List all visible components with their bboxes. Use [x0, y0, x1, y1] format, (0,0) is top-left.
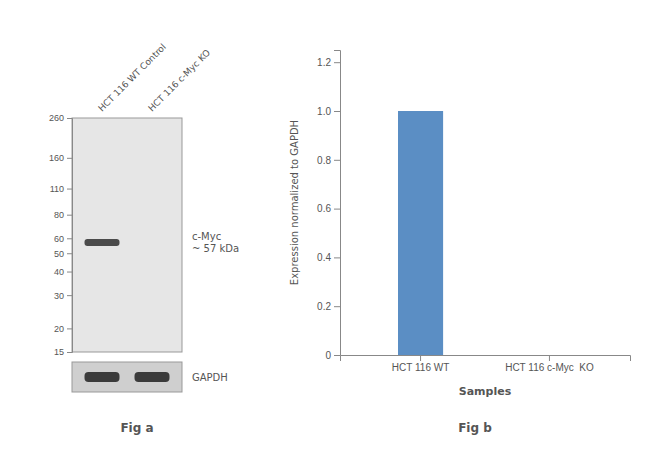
tick: 60: [54, 234, 72, 244]
tick-label: 0: [325, 350, 331, 361]
tick: 80: [54, 210, 72, 220]
tick-label: HCT 116 c-Myc KO: [505, 362, 594, 373]
tick-label: 110: [50, 184, 64, 194]
blot-panel: 26016011080605040302015HCT 116 WT Contro…: [49, 42, 239, 435]
x-axis: HCT 116 WT HCT 116 c-Myc KO: [341, 355, 631, 373]
tick-mark: [334, 62, 340, 63]
tick-label: 0.8: [317, 155, 331, 166]
loading-control-band: [85, 372, 120, 382]
bar: [398, 111, 443, 355]
figure: 26016011080605040302015HCT 116 WT Contro…: [0, 0, 650, 451]
tick-mark: [67, 253, 72, 254]
tick-label: 20: [54, 324, 64, 334]
tick: 0.4: [317, 252, 340, 263]
tick-mark: [67, 272, 72, 273]
tick-mark: [67, 118, 72, 119]
tick-mark: [334, 111, 340, 112]
tick: 40: [54, 267, 72, 277]
tick-label: 1.2: [317, 57, 331, 68]
axis-line: [67, 119, 73, 353]
axis-line: [341, 356, 631, 362]
bar: [527, 355, 572, 356]
tick: 0.2: [317, 301, 340, 312]
tick-label: 0.6: [317, 203, 331, 214]
tick-label: 40: [54, 267, 64, 277]
tick: 20: [54, 324, 72, 334]
tick: 0.6: [317, 203, 340, 214]
tick-label: 80: [54, 210, 64, 220]
band-label: c-Myc~ 57 kDa: [192, 231, 239, 254]
tick: 160: [49, 153, 72, 163]
x-axis-title: Samples: [459, 385, 512, 398]
y-axis: 0 0.2 0.4 0.6 0.8 1.0 1.2: [317, 51, 340, 361]
y-axis: 260 160 110 80 60 50 40 30 20 15: [49, 113, 73, 357]
tick-mark: [67, 189, 72, 190]
band: [85, 239, 120, 246]
tick-label: 0.2: [317, 301, 331, 312]
bar-panel: 0 0.2 0.4 0.6 0.8 1.0 1.2 HCT 116 WT HCT 116 c-M…: [289, 51, 631, 436]
tick-mark: [334, 160, 340, 161]
tick-mark: [67, 295, 72, 296]
tick-label: 15: [54, 347, 64, 357]
tick: 30: [54, 291, 72, 301]
tick-label: 50: [54, 249, 64, 259]
tick: 50: [54, 249, 72, 259]
lane-label: HCT 116 c-Myc KO: [146, 48, 212, 114]
tick: 110: [50, 184, 72, 194]
tick: HCT 116 c-Myc KO: [505, 355, 594, 373]
tick-mark: [67, 352, 72, 353]
panel-title: Fig b: [458, 421, 492, 435]
tick-mark: [334, 355, 340, 356]
gel: [72, 118, 182, 352]
tick: 0: [325, 350, 340, 361]
tick-mark: [549, 355, 550, 361]
tick-mark: [334, 209, 340, 210]
tick-mark: [67, 158, 72, 159]
tick-label: 160: [49, 153, 64, 163]
tick: 1.0: [317, 106, 340, 117]
tick-mark: [67, 215, 72, 216]
panel-title: Fig a: [120, 421, 153, 435]
band-label-line: c-Myc: [192, 231, 221, 242]
tick-label: 260: [49, 113, 64, 123]
annotation: GAPDH: [192, 372, 228, 383]
bands: [85, 239, 120, 246]
tick: HCT 116 WT: [392, 355, 449, 373]
tick-mark: [334, 306, 340, 307]
loading-control-band: [135, 372, 170, 382]
tick-label: 60: [54, 234, 64, 244]
tick-label: 0.4: [317, 252, 331, 263]
tick: 1.2: [317, 57, 340, 68]
band-label-line: ~ 57 kDa: [192, 243, 239, 254]
tick-mark: [420, 355, 421, 361]
tick: 260: [49, 113, 72, 123]
tick-label: 1.0: [317, 106, 331, 117]
y-axis-title: Expression normalized to GAPDH: [289, 120, 300, 285]
tick-mark: [334, 257, 340, 258]
tick: 15: [54, 347, 72, 357]
tick-label: HCT 116 WT: [392, 362, 449, 373]
bars: [398, 111, 443, 355]
tick-mark: [67, 328, 72, 329]
tick-mark: [67, 238, 72, 239]
tick-label: 30: [54, 291, 64, 301]
axis-line: [334, 51, 341, 356]
loading-control-strip: [72, 362, 182, 392]
tick: 0.8: [317, 155, 340, 166]
